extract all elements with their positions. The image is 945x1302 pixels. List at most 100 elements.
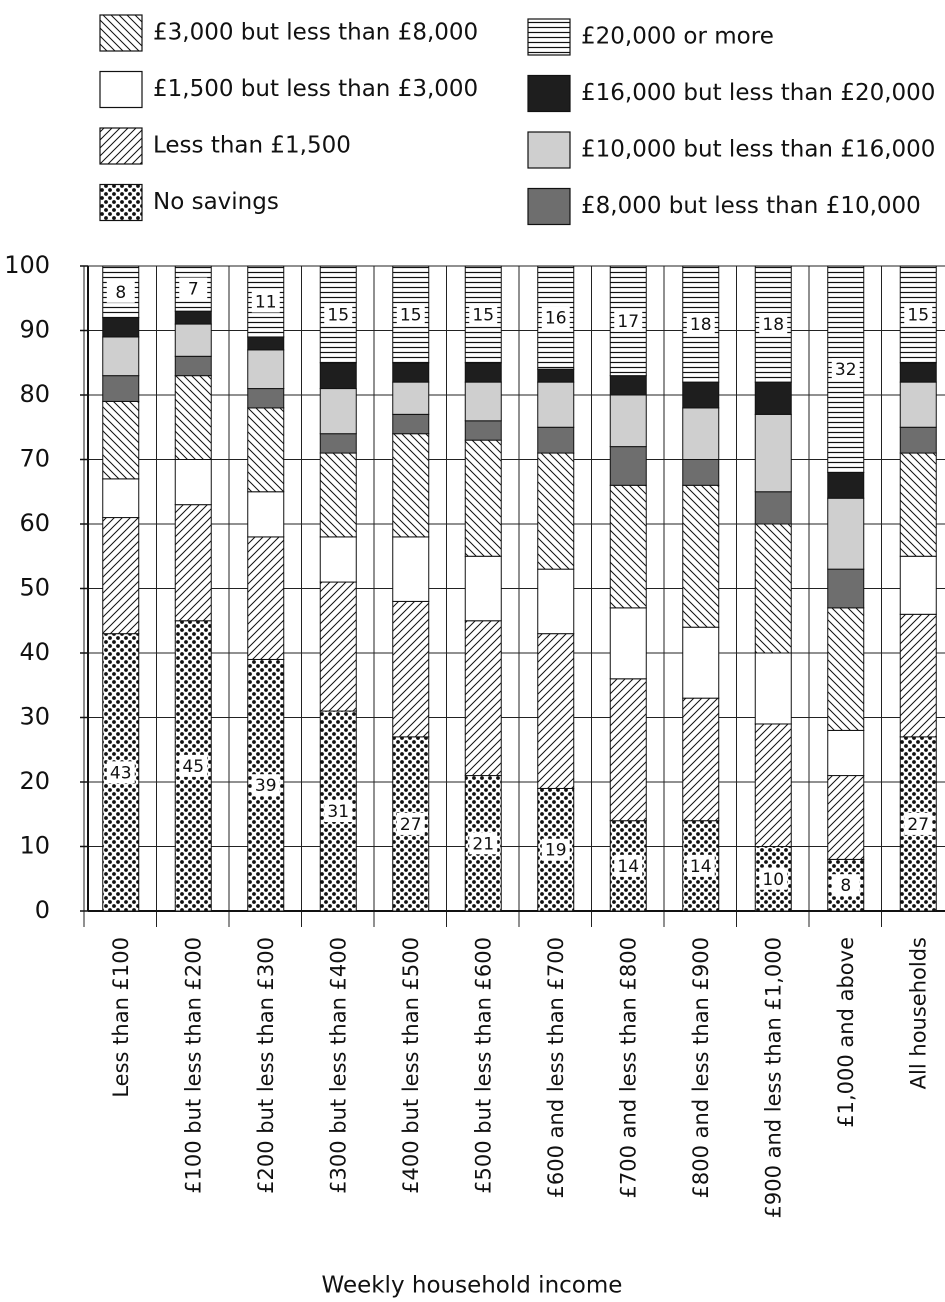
y-tick-label: 40 <box>19 638 50 666</box>
bar-segment <box>464 555 502 622</box>
legend-label: Less than £1,500 <box>153 133 351 159</box>
legend-label: £20,000 or more <box>581 24 774 50</box>
bar-segment <box>827 568 865 609</box>
legend-swatch <box>527 74 571 113</box>
legend-label: £3,000 but less than £8,000 <box>153 20 478 46</box>
bar-segment <box>899 381 937 428</box>
value-label-box <box>614 854 643 877</box>
legend-swatch <box>527 131 571 169</box>
bar-segment <box>827 775 865 860</box>
x-tick-label: £1,000 and above <box>834 937 858 1128</box>
value-label-box <box>179 277 208 300</box>
value-label: 27 <box>907 815 929 835</box>
bar-segment <box>247 407 285 493</box>
value-label: 14 <box>617 857 639 877</box>
bar-segment <box>609 607 647 680</box>
bar-segment <box>827 471 865 499</box>
value-label: 32 <box>835 360 857 380</box>
value-label-box <box>106 280 135 303</box>
bar-segment <box>754 652 792 725</box>
value-label: 21 <box>472 834 494 854</box>
value-label: 18 <box>762 315 784 335</box>
legend-label: £8,000 but less than £10,000 <box>581 193 921 219</box>
x-tick-label: £400 but less than £500 <box>399 937 423 1194</box>
bar-segment <box>464 620 502 777</box>
value-label: 11 <box>255 292 277 312</box>
bar-segment <box>102 400 140 480</box>
bar-segment <box>754 381 792 415</box>
bar-segment <box>754 491 792 525</box>
bar-segment <box>174 375 212 460</box>
value-label-box <box>904 812 933 835</box>
bar-segment <box>682 484 720 628</box>
bar-segment <box>102 375 140 402</box>
bar-segment <box>102 517 140 635</box>
legend-label: £16,000 but less than £20,000 <box>581 80 935 106</box>
legend-swatch <box>99 127 143 165</box>
y-tick-label: 50 <box>19 574 50 602</box>
value-label: 45 <box>182 757 204 777</box>
value-label-box <box>106 761 135 784</box>
bar-segment <box>899 452 937 557</box>
legend-swatch <box>527 187 571 226</box>
legend-swatch <box>99 14 143 52</box>
bar-segment <box>754 523 792 654</box>
x-axis-title: Weekly household income <box>322 1273 623 1299</box>
value-label: 8 <box>840 876 851 896</box>
y-tick-label: 70 <box>19 445 50 473</box>
bar-segment <box>102 317 140 338</box>
bar-segment <box>392 381 430 415</box>
legend-label: £1,500 but less than £3,000 <box>153 76 478 102</box>
value-label: 19 <box>545 841 567 861</box>
value-label: 15 <box>472 305 494 325</box>
bar-segment <box>899 613 937 738</box>
value-label: 16 <box>545 309 567 329</box>
bar-segment <box>537 452 575 570</box>
bar-segment <box>174 504 212 622</box>
bar-segment <box>827 729 865 777</box>
bar-segment <box>319 362 357 390</box>
value-label-box <box>541 306 570 329</box>
legend-swatch <box>99 70 143 109</box>
bar-segment <box>464 439 502 557</box>
bar-segment <box>319 452 357 538</box>
y-tick-label: 20 <box>19 767 50 795</box>
value-label-box <box>831 358 860 381</box>
x-tick-label: £100 but less than £200 <box>181 937 205 1194</box>
value-label-box <box>251 774 280 797</box>
bar-segment <box>247 349 285 390</box>
y-tick-label: 100 <box>4 251 50 279</box>
bar-segment <box>464 381 502 422</box>
y-tick-label: 0 <box>35 896 50 924</box>
x-tick-label: £500 but less than £600 <box>471 937 495 1194</box>
bar-segment <box>609 375 647 396</box>
value-label-box <box>759 313 788 336</box>
value-label: 15 <box>327 305 349 325</box>
bar-segment <box>682 697 720 822</box>
value-label: 10 <box>762 870 784 890</box>
value-label-box <box>251 290 280 313</box>
bar-segment <box>392 362 430 383</box>
value-label: 43 <box>110 763 132 783</box>
bar-segment <box>319 581 357 712</box>
legend-label: £10,000 but less than £16,000 <box>581 137 935 163</box>
value-label-box <box>179 754 208 777</box>
x-tick-label: £900 and less than £1,000 <box>761 937 785 1219</box>
y-tick-label: 30 <box>19 703 50 731</box>
bar-segment <box>247 336 285 351</box>
bar-segment <box>174 323 212 357</box>
value-label-box <box>614 309 643 332</box>
x-tick-label: £200 but less than £300 <box>254 937 278 1194</box>
bar-segment <box>899 555 937 615</box>
bar-segment <box>102 478 140 519</box>
bar-segment <box>682 407 720 460</box>
bar-segment <box>682 459 720 486</box>
x-tick-label: Less than £100 <box>109 937 133 1098</box>
value-label: 14 <box>690 857 712 877</box>
bar-segment <box>174 355 212 377</box>
value-label-box <box>469 832 498 855</box>
value-label: 7 <box>188 280 199 300</box>
bar-segment <box>899 426 937 454</box>
